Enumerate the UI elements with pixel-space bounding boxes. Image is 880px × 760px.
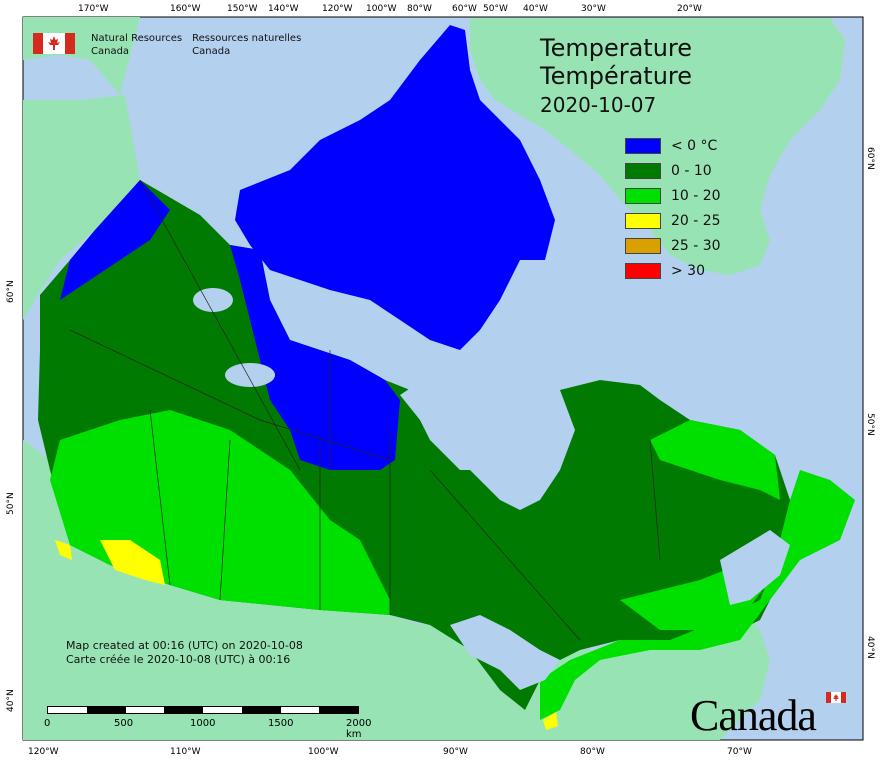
right-tick-label: 60°N bbox=[865, 147, 875, 170]
legend-item: 20 - 25 bbox=[625, 208, 721, 233]
left-tick-label: 50°N bbox=[6, 492, 16, 515]
great-slave-lake bbox=[225, 363, 275, 387]
bottom-tick-label: 120°W bbox=[28, 747, 59, 757]
credit-line-fr: Carte créée le 2020-10-08 (UTC) à 00:16 bbox=[66, 653, 291, 666]
legend-item: 10 - 20 bbox=[625, 183, 721, 208]
top-tick-label: 100°W bbox=[366, 4, 397, 14]
top-tick-label: 50°W bbox=[483, 4, 508, 14]
bottom-tick-label: 100°W bbox=[308, 747, 339, 757]
canada-wordmark: Canada bbox=[690, 690, 846, 741]
legend-swatch bbox=[625, 162, 661, 179]
scale-label: 500 bbox=[114, 718, 134, 729]
graticule-ticks: 170°W 160°W 150°W 140°W 120°W 100°W 80°W… bbox=[6, 4, 875, 757]
agency-fr-line1: Ressources naturelles bbox=[192, 33, 302, 44]
left-tick-label: 40°N bbox=[6, 689, 16, 712]
bottom-tick-label: 90°W bbox=[443, 747, 468, 757]
legend-swatch bbox=[625, 212, 661, 229]
maritimes-warm-zone bbox=[620, 505, 820, 630]
legend-item: < 0 °C bbox=[625, 133, 721, 158]
map-title: Temperature Température 2020-10-07 bbox=[540, 34, 692, 118]
top-tick-label: 80°W bbox=[407, 4, 432, 14]
bc-hot-zone-2 bbox=[55, 540, 72, 560]
legend-swatch bbox=[625, 237, 661, 254]
scale-label: 1500 bbox=[268, 718, 294, 729]
left-tick-label: 60°N bbox=[6, 280, 16, 303]
legend-item: > 30 bbox=[625, 258, 721, 283]
top-tick-label: 150°W bbox=[227, 4, 258, 14]
legend-swatch bbox=[625, 262, 661, 279]
bottom-tick-label: 70°W bbox=[727, 747, 752, 757]
scale-bar-graphic bbox=[47, 706, 359, 714]
top-tick-label: 170°W bbox=[78, 4, 109, 14]
bc-hot-zone bbox=[100, 540, 165, 585]
labrador-warm-zone bbox=[650, 420, 780, 500]
provincial-borders bbox=[69, 179, 661, 641]
legend-item: 0 - 10 bbox=[625, 158, 721, 183]
agency-name-fr: Ressources naturelles Canada bbox=[192, 32, 301, 58]
title-date: 2020-10-07 bbox=[540, 93, 657, 117]
scale-label: 0 bbox=[44, 718, 51, 729]
gulf-st-lawrence bbox=[720, 530, 790, 605]
agency-signature: Natural Resources Canada Ressources natu… bbox=[33, 32, 301, 58]
great-lakes bbox=[450, 615, 560, 690]
top-tick-label: 160°W bbox=[170, 4, 201, 14]
scale-bar: 0 500 1000 1500 2000 km bbox=[40, 704, 390, 740]
top-tick-label: 140°W bbox=[268, 4, 299, 14]
top-tick-label: 40°W bbox=[523, 4, 548, 14]
right-tick-label: 40°N bbox=[865, 636, 875, 659]
hudson-bay bbox=[400, 355, 575, 510]
wordmark-flag-icon bbox=[826, 692, 846, 703]
wordmark-text: Canada bbox=[690, 691, 817, 740]
ontario-hot-spot bbox=[543, 712, 558, 730]
great-bear-lake bbox=[193, 288, 233, 312]
legend-label: 25 - 30 bbox=[671, 237, 721, 254]
nunavut-cold-zone bbox=[230, 245, 400, 470]
title-en: Temperature bbox=[540, 34, 693, 62]
title-fr: Température bbox=[540, 62, 693, 90]
top-tick-label: 120°W bbox=[322, 4, 353, 14]
agency-fr-line2: Canada bbox=[192, 46, 231, 57]
arctic-islands-cold-zone bbox=[235, 25, 555, 350]
scale-label: 2000 km bbox=[346, 718, 372, 740]
legend: < 0 °C 0 - 10 10 - 20 20 - 25 25 - 30 > … bbox=[625, 133, 721, 283]
bottom-tick-label: 110°W bbox=[170, 747, 201, 757]
legend-label: 10 - 20 bbox=[671, 187, 721, 204]
top-tick-label: 20°W bbox=[677, 4, 702, 14]
canada-flag-icon bbox=[33, 33, 75, 54]
agency-en-line1: Natural Resources bbox=[91, 33, 183, 44]
legend-label: < 0 °C bbox=[671, 137, 718, 154]
legend-item: 25 - 30 bbox=[625, 233, 721, 258]
legend-swatch bbox=[625, 137, 661, 154]
legend-swatch bbox=[625, 187, 661, 204]
top-tick-label: 30°W bbox=[581, 4, 606, 14]
legend-label: > 30 bbox=[671, 262, 705, 279]
agency-en-line2: Canada bbox=[91, 46, 130, 57]
scale-label: 1000 bbox=[190, 718, 216, 729]
map-credits: Map created at 00:16 (UTC) on 2020-10-08… bbox=[66, 639, 303, 667]
nw-cold-zone bbox=[60, 180, 170, 300]
agency-name-en: Natural Resources Canada bbox=[91, 32, 182, 58]
right-tick-label: 50°N bbox=[865, 413, 875, 436]
top-tick-label: 60°W bbox=[452, 4, 477, 14]
legend-label: 0 - 10 bbox=[671, 162, 712, 179]
bottom-tick-label: 80°W bbox=[580, 747, 605, 757]
ontario-warm-zone bbox=[540, 470, 855, 720]
credit-line-en: Map created at 00:16 (UTC) on 2020-10-08 bbox=[66, 639, 303, 652]
alaska-mainland bbox=[23, 95, 140, 320]
legend-label: 20 - 25 bbox=[671, 212, 721, 229]
